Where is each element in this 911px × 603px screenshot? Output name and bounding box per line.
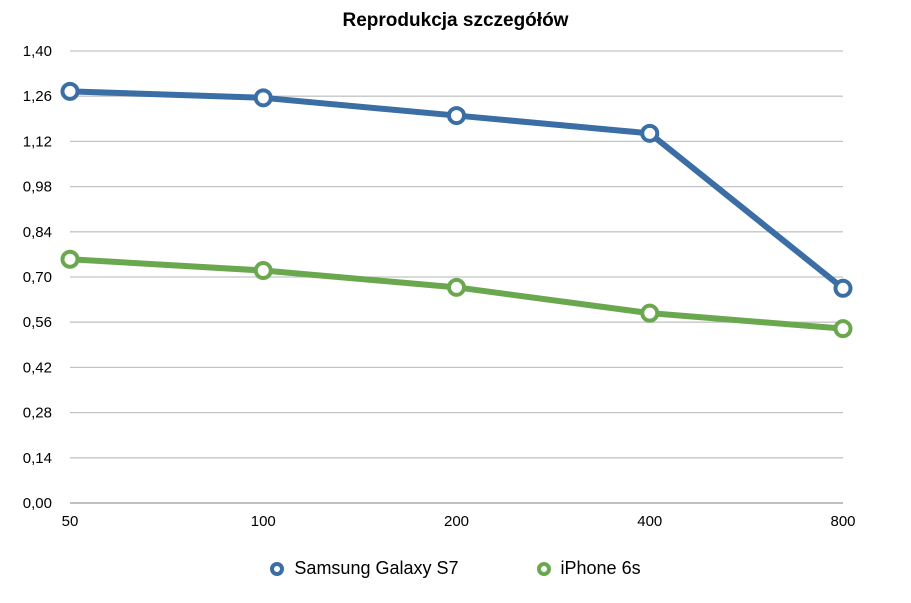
data-point	[253, 261, 273, 281]
y-tick-label: 0,56	[23, 314, 52, 331]
data-point	[447, 277, 466, 297]
grid-lines	[70, 50, 843, 504]
y-axis-tick-labels: 0,00 0,14 0,28 0,42 0,56 0,70 0,84 0,98 1,12 1,26…	[23, 43, 52, 512]
y-tick-label: 1,26	[23, 88, 52, 105]
x-tick-label: 100	[251, 513, 276, 530]
legend: Samsung Galaxy S7 iPhone 6s	[0, 558, 911, 579]
x-axis-tick-labels: 50 100 200 400 800	[62, 513, 856, 530]
x-tick-label: 800	[830, 513, 855, 530]
chart-title: Reprodukcja szczegółów	[342, 10, 569, 31]
data-point	[833, 278, 853, 298]
series-lines	[60, 81, 853, 339]
data-point	[640, 303, 660, 323]
x-tick-label: 200	[444, 513, 469, 530]
data-point	[253, 88, 273, 108]
data-point	[60, 81, 80, 101]
x-tick-label: 400	[637, 513, 662, 530]
y-tick-label: 0,84	[23, 224, 52, 241]
y-tick-label: 0,14	[23, 450, 52, 467]
x-tick-label: 50	[62, 513, 79, 530]
legend-item-samsung: Samsung Galaxy S7	[270, 558, 459, 579]
legend-item-iphone: iPhone 6s	[536, 558, 641, 579]
y-tick-label: 0,70	[23, 269, 52, 286]
legend-label-iphone: iPhone 6s	[560, 558, 641, 578]
data-point	[447, 106, 466, 126]
y-tick-label: 0,28	[23, 405, 52, 422]
legend-marker-iphone	[536, 561, 551, 576]
data-point	[60, 249, 80, 269]
data-point	[640, 123, 660, 143]
legend-marker-samsung	[270, 561, 285, 576]
data-point	[833, 319, 853, 339]
y-tick-label: 0,98	[23, 179, 52, 196]
y-tick-label: 1,40	[23, 43, 52, 60]
y-tick-label: 0,00	[23, 495, 52, 512]
legend-label-samsung: Samsung Galaxy S7	[294, 558, 459, 578]
y-tick-label: 0,42	[23, 359, 52, 376]
y-tick-label: 1,12	[23, 133, 52, 150]
